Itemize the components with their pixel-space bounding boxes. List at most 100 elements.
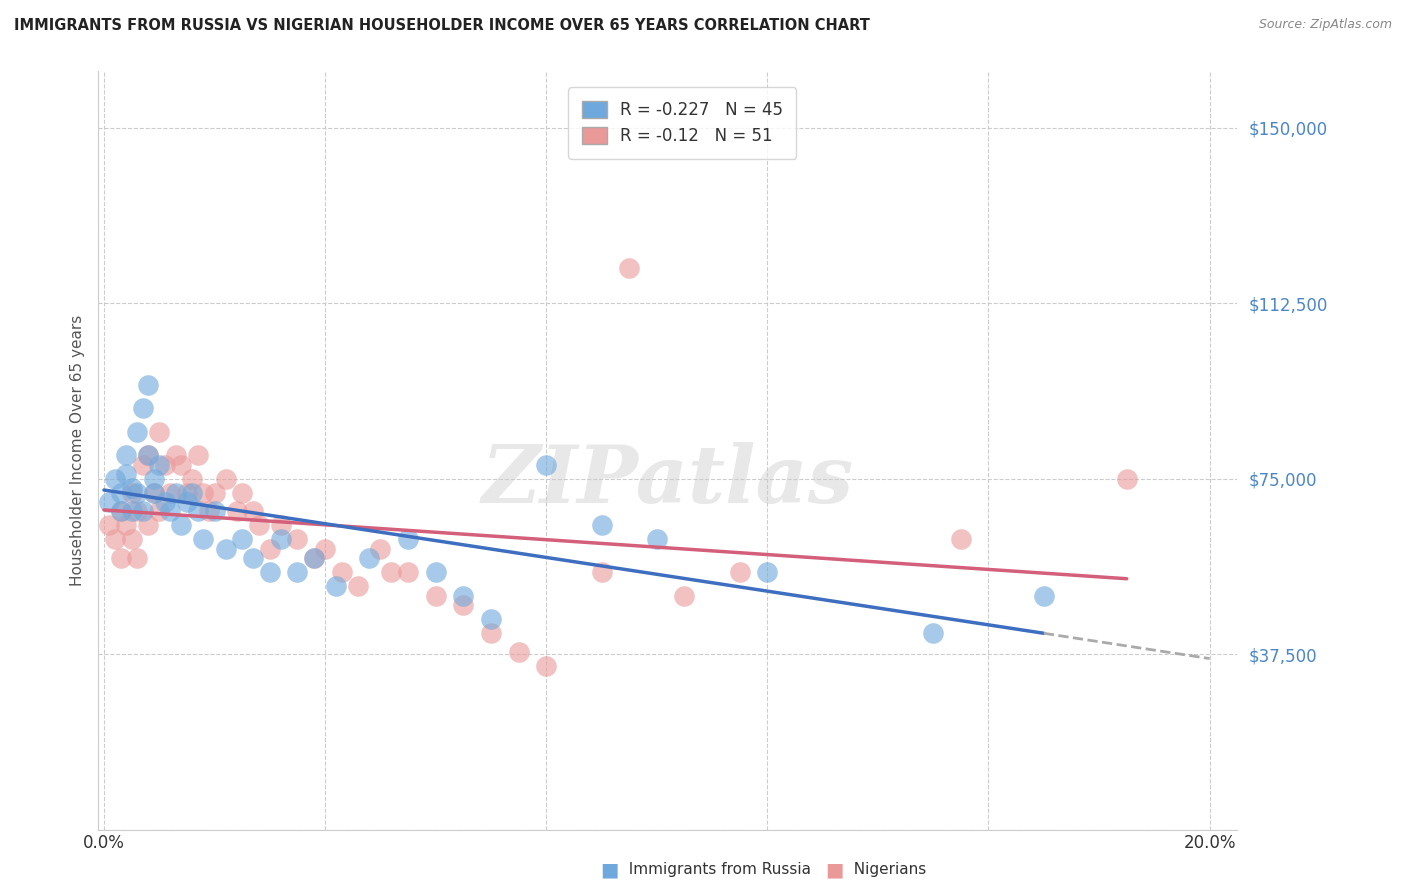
Point <box>314 541 336 556</box>
Point <box>110 504 132 518</box>
Point <box>325 579 347 593</box>
Point <box>728 565 751 579</box>
Point <box>121 481 143 495</box>
Point <box>380 565 402 579</box>
Point <box>142 485 165 500</box>
Point <box>98 495 121 509</box>
Point <box>115 467 138 481</box>
Point <box>231 485 253 500</box>
Point <box>756 565 779 579</box>
Point <box>121 533 143 547</box>
Point <box>148 504 170 518</box>
Point <box>181 485 204 500</box>
Point <box>370 541 392 556</box>
Point <box>136 518 159 533</box>
Point <box>534 658 557 673</box>
Point <box>181 471 204 485</box>
Point <box>142 485 165 500</box>
Point <box>131 504 153 518</box>
Text: Immigrants from Russia: Immigrants from Russia <box>619 863 811 877</box>
Point <box>193 485 215 500</box>
Point <box>479 612 502 626</box>
Point <box>121 504 143 518</box>
Point <box>170 518 193 533</box>
Point <box>110 504 132 518</box>
Point <box>922 626 945 640</box>
Point <box>136 378 159 392</box>
Text: ZIPatlas: ZIPatlas <box>482 442 853 519</box>
Point <box>121 485 143 500</box>
Point <box>136 448 159 462</box>
Point <box>110 551 132 566</box>
Point <box>136 448 159 462</box>
Point <box>645 533 668 547</box>
Point <box>242 504 264 518</box>
Point <box>673 589 696 603</box>
Point <box>131 458 153 472</box>
Point <box>534 458 557 472</box>
Point <box>270 533 292 547</box>
Point <box>508 645 530 659</box>
Point <box>153 495 176 509</box>
Point <box>270 518 292 533</box>
Point <box>170 458 193 472</box>
Point <box>176 485 198 500</box>
Text: IMMIGRANTS FROM RUSSIA VS NIGERIAN HOUSEHOLDER INCOME OVER 65 YEARS CORRELATION : IMMIGRANTS FROM RUSSIA VS NIGERIAN HOUSE… <box>14 18 870 33</box>
Point <box>425 565 447 579</box>
Text: ■: ■ <box>825 860 844 880</box>
Point <box>453 589 475 603</box>
Point <box>453 598 475 612</box>
Point <box>231 533 253 547</box>
Point <box>287 565 309 579</box>
Point <box>104 533 127 547</box>
Point <box>242 551 264 566</box>
Point <box>225 504 247 518</box>
Point <box>159 485 181 500</box>
Point <box>247 518 270 533</box>
Legend: R = -0.227   N = 45, R = -0.12   N = 51: R = -0.227 N = 45, R = -0.12 N = 51 <box>568 87 796 159</box>
Point <box>214 471 236 485</box>
Point <box>115 518 138 533</box>
Point <box>949 533 972 547</box>
Text: Source: ZipAtlas.com: Source: ZipAtlas.com <box>1258 18 1392 31</box>
Point <box>165 448 187 462</box>
Point <box>1032 589 1054 603</box>
Point <box>127 551 149 566</box>
Point <box>127 504 149 518</box>
Point <box>1115 471 1137 485</box>
Point <box>259 541 281 556</box>
Point <box>131 401 153 416</box>
Text: Nigerians: Nigerians <box>844 863 925 877</box>
Point <box>193 533 215 547</box>
Point <box>148 425 170 439</box>
Point <box>302 551 325 566</box>
Point <box>165 485 187 500</box>
Point <box>127 425 149 439</box>
Point <box>479 626 502 640</box>
Point <box>330 565 353 579</box>
Point <box>204 485 226 500</box>
Point <box>98 518 121 533</box>
Y-axis label: Householder Income Over 65 years: Householder Income Over 65 years <box>69 315 84 586</box>
Point <box>347 579 370 593</box>
Point <box>142 471 165 485</box>
Point <box>396 565 419 579</box>
Point <box>159 504 181 518</box>
Text: ■: ■ <box>600 860 619 880</box>
Point <box>187 448 209 462</box>
Point <box>148 458 170 472</box>
Point <box>127 485 149 500</box>
Point <box>287 533 309 547</box>
Point <box>591 565 613 579</box>
Point <box>214 541 236 556</box>
Point <box>425 589 447 603</box>
Point <box>396 533 419 547</box>
Point <box>302 551 325 566</box>
Point <box>359 551 381 566</box>
Point <box>259 565 281 579</box>
Point <box>104 471 127 485</box>
Point <box>153 458 176 472</box>
Point <box>115 448 138 462</box>
Point <box>176 495 198 509</box>
Point <box>617 260 640 275</box>
